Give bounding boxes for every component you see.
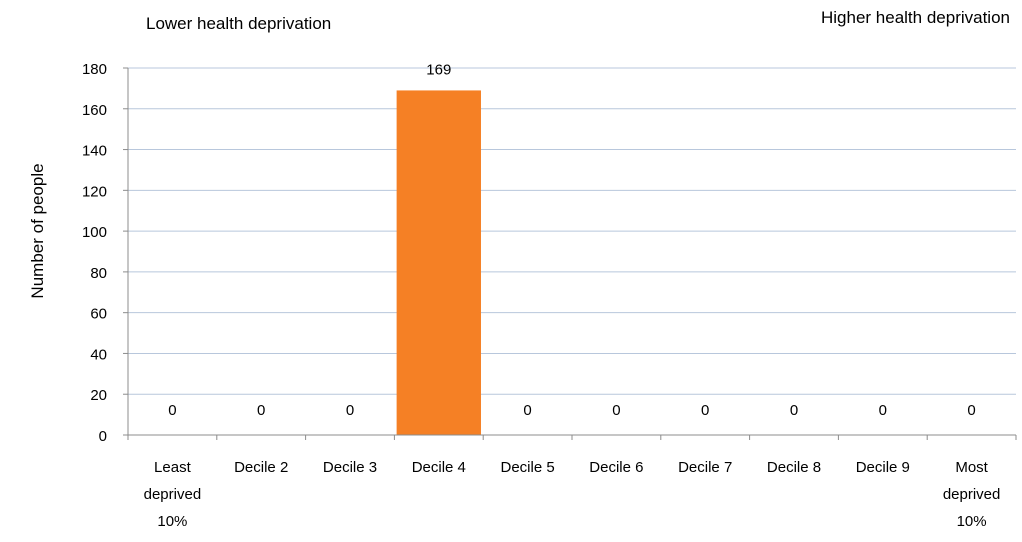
lower-deprivation-note: Lower health deprivation — [146, 14, 332, 33]
y-tick-label: 40 — [90, 346, 107, 363]
x-tick-label-line: deprived — [943, 486, 1001, 503]
x-tick-label-line: Decile 8 — [767, 459, 821, 476]
x-tick-label-line: Decile 5 — [500, 459, 554, 476]
data-label: 169 — [426, 61, 451, 78]
x-tick-label-line: Decile 9 — [856, 459, 910, 476]
x-tick-label: Most deprived 10% — [943, 459, 1001, 530]
x-tick-label-line: Least — [154, 459, 192, 476]
y-tick-label: 0 — [99, 428, 107, 445]
x-tick-label: Decile 7 — [678, 459, 732, 476]
x-tick-label-line: Decile 6 — [589, 459, 643, 476]
data-label: 0 — [168, 402, 176, 419]
data-label: 0 — [967, 402, 975, 419]
x-tick-label-line: Decile 2 — [234, 459, 288, 476]
x-tick-label-line: Decile 7 — [678, 459, 732, 476]
x-tick-label-line: Decile 4 — [412, 459, 466, 476]
y-axis-label: Number of people — [28, 163, 47, 298]
data-label: 0 — [523, 402, 531, 419]
data-label: 0 — [257, 402, 265, 419]
x-tick-label: Decile 5 — [500, 459, 554, 476]
x-tick-label-line: Decile 3 — [323, 459, 377, 476]
x-tick-label-line: Most — [955, 459, 988, 476]
data-label: 0 — [612, 402, 620, 419]
y-tick-label: 60 — [90, 306, 107, 323]
y-tick-label: 160 — [82, 102, 107, 119]
x-tick-label: Decile 6 — [589, 459, 643, 476]
y-tick-labels: 0 20 40 60 80 100 120 140 160 180 — [82, 61, 107, 445]
x-tick-label: Decile 4 — [412, 459, 466, 476]
bars — [396, 90, 481, 435]
x-tick-label-line: 10% — [157, 513, 187, 530]
y-tick-label: 100 — [82, 224, 107, 241]
x-tick-label: Decile 8 — [767, 459, 821, 476]
x-tick-label: Decile 2 — [234, 459, 288, 476]
data-label: 0 — [879, 402, 887, 419]
data-label: 0 — [346, 402, 354, 419]
x-tick-label-line: 10% — [957, 513, 987, 530]
y-tick-label: 140 — [82, 143, 107, 160]
y-tick-label: 180 — [82, 61, 107, 78]
y-tick-label: 20 — [90, 387, 107, 404]
x-tick-labels: Least deprived 10% Decile 2 Decile 3 Decile 4… — [144, 459, 1001, 530]
x-tick-label: Decile 3 — [323, 459, 377, 476]
data-label: 0 — [790, 402, 798, 419]
higher-deprivation-note: Higher health deprivation — [820, 8, 1010, 27]
x-tick-label: Least deprived 10% — [144, 459, 202, 530]
gridlines — [128, 67, 1016, 395]
axes — [123, 67, 1017, 440]
data-label: 0 — [701, 402, 709, 419]
y-tick-label: 80 — [90, 265, 107, 282]
x-tick-label-line: deprived — [144, 486, 202, 503]
x-tick-label: Decile 9 — [856, 459, 910, 476]
y-tick-label: 120 — [82, 183, 107, 200]
bar — [396, 90, 481, 435]
data-labels: 0 0 0 169 0 0 0 0 0 0 — [168, 61, 976, 419]
